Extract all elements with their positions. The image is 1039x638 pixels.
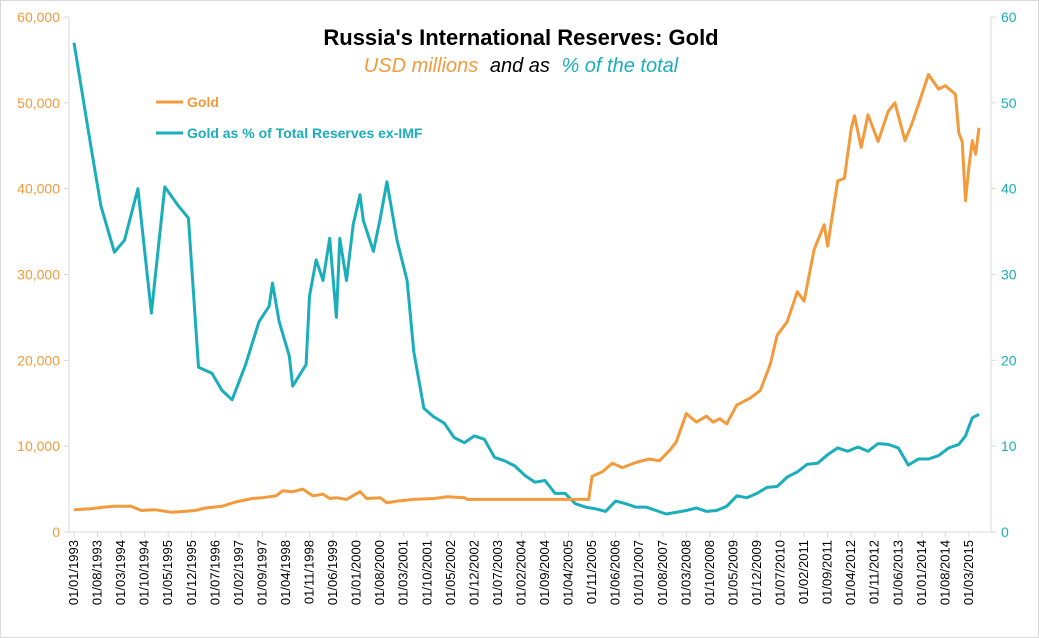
x-tick-label: 01/10/2008 (702, 540, 717, 605)
x-tick-label: 01/02/1997 (231, 540, 246, 605)
x-tick-label: 01/03/2001 (396, 540, 411, 605)
x-tick-label: 01/06/1999 (325, 540, 340, 605)
x-axis-ticks: 01/01/1993 01/08/1993 01/03/1994 01/10/1994… (66, 532, 976, 605)
x-tick-label: 01/12/2002 (466, 540, 481, 605)
x-tick-label: 01/12/2009 (749, 540, 764, 605)
x-tick-label: 01/11/1998 (302, 540, 317, 604)
legend-label-gold-pct: Gold as % of Total Reserves ex-IMF (187, 125, 423, 141)
x-tick-label: 01/04/2005 (561, 540, 576, 605)
x-tick-label: 01/08/2014 (937, 540, 952, 605)
x-tick-label: 01/01/1993 (66, 540, 81, 605)
left-tick-label: 20,000 (17, 352, 60, 368)
chart-title: Russia's International Reserves: Gold (323, 25, 718, 50)
x-tick-label: 01/10/2001 (419, 540, 434, 605)
x-tick-label: 01/05/2009 (725, 540, 740, 605)
x-tick-label: 01/11/2005 (584, 540, 599, 604)
subtitle-usd: USD millions (364, 55, 478, 77)
x-tick-label: 01/12/1995 (184, 540, 199, 605)
x-tick-label: 01/08/1993 (90, 540, 105, 605)
subtitle-pct: % of the total (561, 55, 678, 77)
x-tick-label: 01/09/2011 (820, 540, 835, 604)
x-tick-label: 01/08/2007 (655, 540, 670, 605)
x-tick-label: 01/08/2000 (372, 540, 387, 605)
x-tick-label: 01/03/2008 (678, 540, 693, 605)
x-tick-label: 01/07/2003 (490, 540, 505, 605)
left-axis-ticks: 0 10,000 20,000 30,000 40,000 50,000 60,000 (17, 9, 69, 540)
right-tick-label: 60 (1001, 9, 1017, 25)
x-tick-label: 01/02/2011 (796, 540, 811, 604)
x-tick-label: 01/03/2015 (961, 540, 976, 605)
x-tick-label: 01/07/2010 (773, 540, 788, 605)
x-tick-label: 01/01/2014 (914, 540, 929, 605)
x-tick-label: 01/01/2000 (349, 540, 364, 605)
left-tick-label: 0 (52, 524, 60, 540)
left-tick-label: 60,000 (17, 9, 60, 25)
right-tick-label: 30 (1001, 267, 1017, 283)
right-tick-label: 10 (1001, 438, 1017, 454)
series-line-gold (73, 73, 981, 514)
x-tick-label: 01/11/2012 (867, 540, 882, 604)
legend: Gold Gold as % of Total Reserves ex-IMF (156, 94, 423, 141)
x-tick-label: 01/01/2007 (631, 540, 646, 605)
x-tick-label: 01/06/2006 (608, 540, 623, 605)
x-tick-label: 01/09/1997 (254, 540, 269, 605)
chart-subtitle: USD millions and as % of the total (364, 55, 679, 77)
x-tick-label: 01/05/2002 (443, 540, 458, 605)
left-tick-label: 10,000 (17, 438, 60, 454)
right-tick-label: 50 (1001, 95, 1017, 111)
x-tick-label: 01/02/2004 (513, 540, 528, 605)
x-tick-label: 01/06/2013 (890, 540, 905, 605)
right-tick-label: 20 (1001, 352, 1017, 368)
x-tick-label: 01/09/2004 (537, 540, 552, 605)
x-tick-label: 01/05/1995 (160, 540, 175, 605)
x-tick-label: 01/04/2012 (843, 540, 858, 605)
x-tick-label: 01/04/1998 (278, 540, 293, 605)
series-line-gold-pct (72, 42, 980, 516)
x-tick-label: 01/07/1996 (207, 540, 222, 605)
left-tick-label: 50,000 (17, 95, 60, 111)
subtitle-and-as: and as (490, 55, 550, 77)
x-tick-label: 01/10/1994 (137, 540, 152, 605)
right-tick-label: 0 (1001, 524, 1009, 540)
legend-label-gold: Gold (187, 94, 219, 110)
x-tick-label: 01/03/1994 (113, 540, 128, 605)
left-tick-label: 30,000 (17, 267, 60, 283)
left-tick-label: 40,000 (17, 181, 60, 197)
right-tick-label: 40 (1001, 181, 1017, 197)
right-axis-ticks: 0 10 20 30 40 50 60 (991, 9, 1017, 540)
